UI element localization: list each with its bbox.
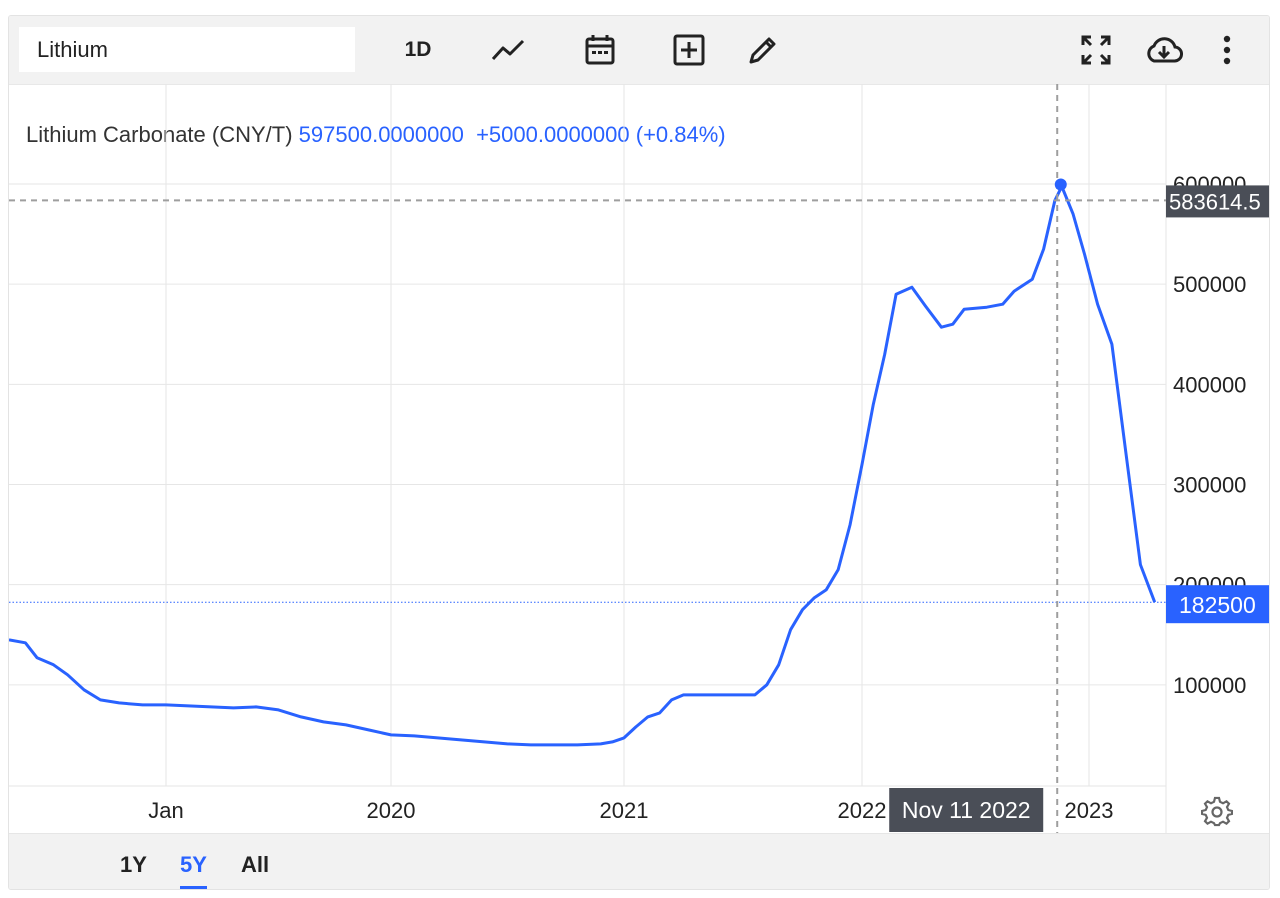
calendar-icon [585, 35, 615, 65]
x-tick-label: 2021 [600, 798, 649, 823]
download-button[interactable] [1142, 28, 1186, 72]
hover-point-marker [1054, 178, 1067, 191]
change-value: +5000.0000000 (+0.84%) [476, 122, 726, 147]
last-value: 597500.0000000 [298, 122, 464, 147]
y-tick-label: 400000 [1173, 372, 1246, 397]
fullscreen-icon [1081, 35, 1111, 65]
range-selector: 1Y 5Y All [9, 833, 1269, 889]
crosshair-price-label: 583614.5 [1169, 189, 1261, 214]
x-tick-label: Jan [148, 798, 183, 823]
pencil-icon [749, 37, 776, 64]
last-price-label: 182500 [1179, 592, 1256, 618]
settings-gear-icon[interactable] [1201, 796, 1233, 828]
last-price-label-bg [1166, 585, 1269, 624]
y-tick-label: 500000 [1173, 272, 1246, 297]
crosshair-date-label: Nov 11 2022 [902, 797, 1031, 823]
add-indicator-button[interactable] [667, 28, 711, 72]
x-tick-label: 2022 [838, 798, 887, 823]
more-vertical-icon [1223, 35, 1231, 65]
chart-legend: Lithium Carbonate (CNY/T) 597500.0000000… [26, 122, 726, 148]
chart-type-button[interactable] [486, 28, 530, 72]
x-tick-label: 2020 [367, 798, 416, 823]
chart-widget: 1D [8, 15, 1270, 890]
line-chart-icon [491, 39, 525, 61]
fullscreen-button[interactable] [1074, 28, 1118, 72]
add-box-icon [673, 34, 705, 66]
toolbar: 1D [9, 16, 1269, 85]
range-button-1y[interactable]: 1Y [120, 852, 147, 877]
y-tick-label: 100000 [1173, 673, 1246, 698]
interval-button[interactable]: 1D [396, 28, 440, 72]
date-range-button[interactable] [578, 28, 622, 72]
cloud-download-icon [1147, 37, 1183, 63]
interval-label: 1D [404, 38, 432, 61]
y-tick-label: 300000 [1173, 473, 1246, 498]
x-tick-label: 2023 [1065, 798, 1114, 823]
series-label: Lithium Carbonate (CNY/T) [26, 122, 293, 147]
crosshair-price-label-bg [1166, 185, 1269, 218]
symbol-search-input[interactable] [19, 27, 355, 72]
crosshair-date-label-bg [889, 788, 1044, 832]
range-button-all[interactable]: All [241, 852, 270, 877]
draw-button[interactable] [741, 28, 785, 72]
range-button-5y[interactable]: 5Y [180, 852, 207, 889]
series-line [9, 185, 1157, 747]
more-menu-button[interactable] [1205, 28, 1249, 72]
